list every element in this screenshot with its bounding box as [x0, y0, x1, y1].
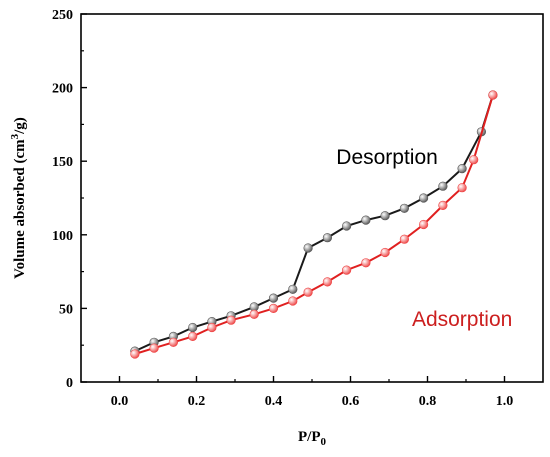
adsorption-point — [342, 265, 352, 275]
desorption-point — [380, 211, 390, 221]
adsorption-point — [130, 349, 140, 359]
adsorption-label: Adsorption — [412, 308, 512, 331]
adsorption-point — [361, 258, 371, 268]
desorption-point — [399, 203, 410, 213]
y-tick-label: 0 — [66, 376, 73, 391]
adsorption-point — [322, 277, 333, 287]
x-tick-label: 0.6 — [342, 394, 360, 409]
x-axis-title-subscript: 0 — [321, 436, 327, 448]
desorption-point — [457, 164, 467, 174]
desorption-point — [438, 181, 448, 191]
desorption-point — [361, 215, 371, 225]
x-tick-label: 0.0 — [111, 394, 129, 409]
y-tick-label: 250 — [52, 8, 73, 23]
y-tick-label: 200 — [52, 82, 73, 97]
adsorption-point — [419, 219, 429, 230]
desorption-point — [268, 293, 279, 303]
desorption-point — [342, 221, 352, 231]
adsorption-point — [488, 90, 498, 100]
y-axis-title: Volume absorbed (cm3/g) — [9, 117, 28, 279]
adsorption-point — [188, 331, 198, 342]
axis-ticks: 0.0 0.2 0.4 0.6 0.8 1.0 0 50 100 150 200 250 — [52, 8, 513, 409]
adsorption-point — [380, 247, 390, 258]
x-tick-label: 0.8 — [419, 394, 437, 409]
y-tick-label: 100 — [52, 229, 73, 244]
desorption-point — [322, 233, 333, 243]
adsorption-point — [268, 303, 279, 314]
y-axis-title-superscript: 3 — [9, 133, 21, 139]
adsorption-point — [469, 155, 479, 165]
adsorption-point — [438, 200, 448, 210]
desorption-label: Desorption — [336, 146, 438, 169]
adsorption-point — [168, 337, 178, 347]
y-tick-label: 50 — [59, 302, 73, 317]
adsorption-point — [249, 309, 259, 319]
series-layer — [130, 90, 498, 359]
adsorption-point — [226, 315, 236, 325]
desorption-point — [303, 243, 313, 253]
adsorption-point — [457, 183, 467, 193]
desorption-point — [419, 193, 429, 203]
adsorption-point — [288, 296, 298, 306]
adsorption-point — [303, 287, 313, 297]
adsorption-point — [207, 322, 217, 333]
x-tick-label: 0.2 — [188, 394, 206, 409]
x-axis-title: P/P0 — [298, 429, 327, 448]
adsorption-point — [399, 234, 410, 244]
desorption-point — [288, 284, 298, 294]
desorption-point — [188, 322, 198, 333]
x-tick-label: 0.4 — [265, 394, 283, 409]
adsorption-point — [149, 343, 159, 353]
y-tick-label: 150 — [52, 155, 73, 170]
x-tick-label: 1.0 — [496, 394, 514, 409]
annotations: Desorption Adsorption — [336, 146, 512, 331]
